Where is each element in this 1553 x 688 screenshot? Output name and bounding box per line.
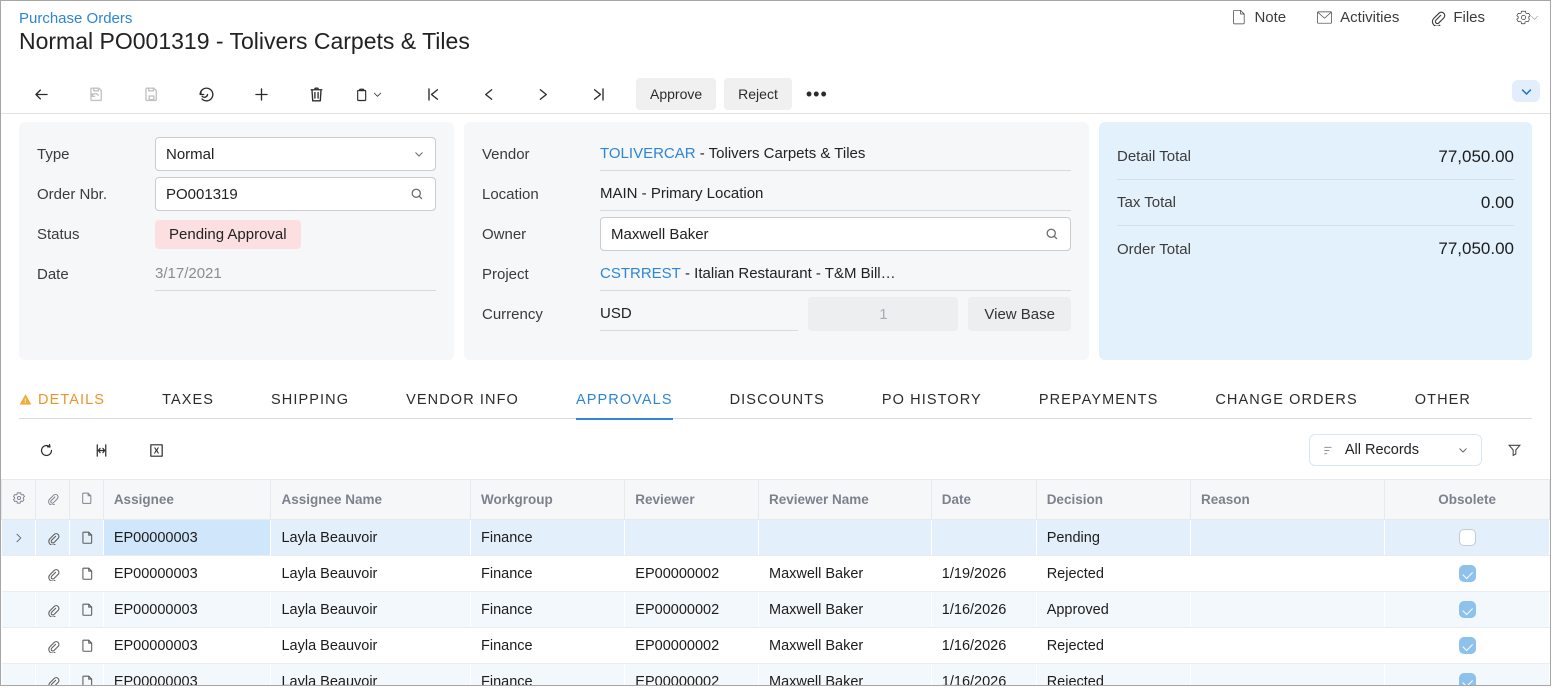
svg-text:!: ! xyxy=(24,399,27,405)
svg-text:X: X xyxy=(154,446,160,455)
